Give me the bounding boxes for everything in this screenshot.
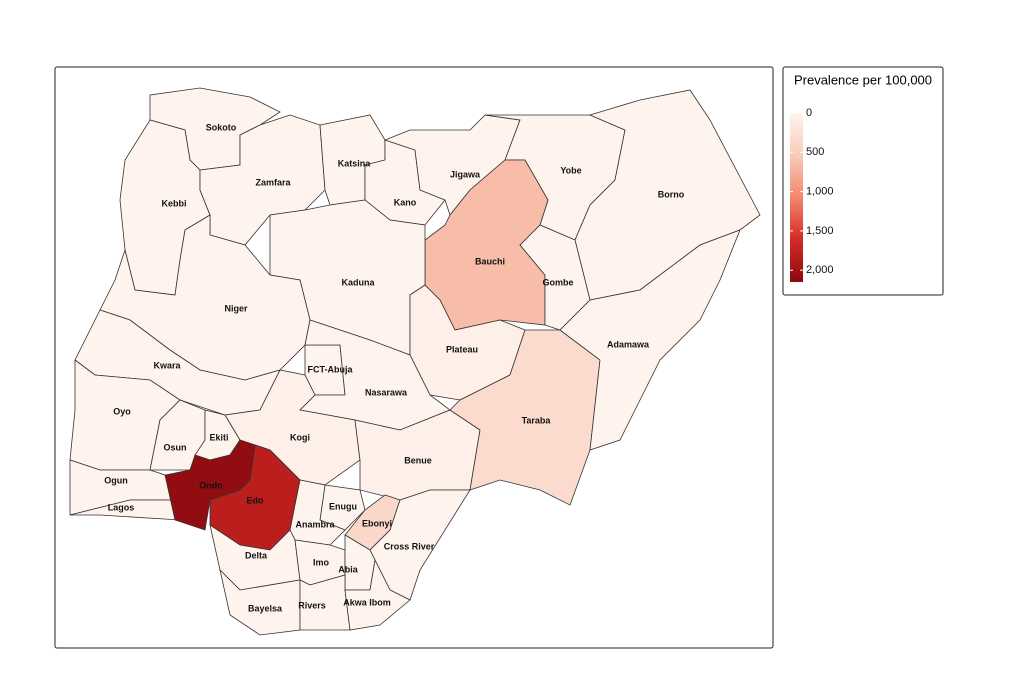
state-label: Kano: [394, 197, 417, 207]
state-label: Adamawa: [607, 339, 650, 349]
state-label: Bauchi: [475, 256, 505, 266]
state-region: [424, 159, 549, 331]
state-label: Bayelsa: [248, 603, 283, 613]
state-label: Abia: [338, 564, 358, 574]
state-label: Nasarawa: [365, 387, 408, 397]
state-label: Edo: [247, 495, 265, 505]
state-label: Taraba: [522, 415, 552, 425]
state-label: Benue: [404, 455, 432, 465]
state-label: Kwara: [153, 360, 181, 370]
legend-box: [782, 66, 944, 296]
legend-ticks: 0 500 1,000 1,500 2,000: [790, 107, 834, 276]
colorbar: [790, 113, 803, 282]
state-label: Oyo: [113, 406, 131, 416]
state-region: [559, 229, 741, 451]
state-label: Osun: [163, 442, 186, 452]
state-labels: Sokoto Kebbi Zamfara Katsina Kano Jigawa Yobe B…: [104, 122, 684, 613]
states: [69, 87, 761, 636]
state-label: Kaduna: [341, 277, 375, 287]
legend-tick-label: 2,000: [806, 264, 834, 276]
state-label: Yobe: [560, 165, 581, 175]
state-label: Kebbi: [161, 198, 186, 208]
state-label: Zamfara: [255, 177, 291, 187]
state-region: [519, 224, 591, 331]
state-label: Imo: [313, 557, 330, 567]
state-label: Enugu: [329, 501, 357, 511]
state-label: Anambra: [295, 519, 335, 529]
state-label: Akwa Ibom: [343, 597, 391, 607]
state-label: Delta: [245, 550, 268, 560]
legend-title: Prevalence per 100,000: [794, 72, 932, 87]
state-label: Gombe: [542, 277, 573, 287]
state-label: Ekiti: [209, 432, 228, 442]
state-label: Jigawa: [450, 169, 481, 179]
state-label: Ebonyi: [362, 518, 392, 528]
state-label: Rivers: [298, 600, 326, 610]
state-region: [344, 558, 411, 631]
state-label: FCT-Abuja: [308, 364, 354, 374]
state-label: Cross River: [384, 541, 435, 551]
state-label: Niger: [224, 303, 248, 313]
state-label: Sokoto: [206, 122, 237, 132]
state-label: Lagos: [108, 502, 135, 512]
state-label: Ogun: [104, 475, 128, 485]
state-label: Kogi: [290, 432, 310, 442]
state-label: Borno: [658, 189, 685, 199]
legend-tick-label: 1,500: [806, 225, 834, 237]
legend-tick-label: 0: [806, 107, 812, 119]
legend-tick-label: 500: [806, 146, 824, 158]
state-label: Katsina: [338, 158, 372, 168]
state-label: Plateau: [446, 344, 478, 354]
state-label: Ondo: [199, 480, 223, 490]
legend-tick-label: 1,000: [806, 186, 834, 198]
